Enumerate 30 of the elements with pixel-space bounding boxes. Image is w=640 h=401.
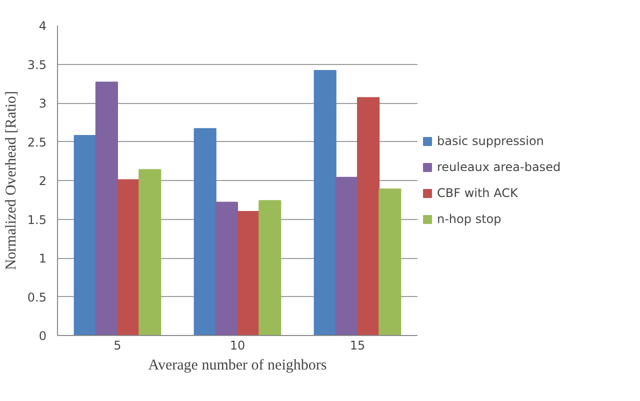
bar xyxy=(117,179,140,336)
y-tick-label: 2 xyxy=(38,174,47,188)
x-tick-label: 15 xyxy=(350,338,366,352)
y-tick-label: 4 xyxy=(38,19,47,33)
legend-label: basic suppression xyxy=(437,134,544,148)
legend-label: n-hop stop xyxy=(437,212,502,226)
bar xyxy=(237,211,260,336)
bar xyxy=(74,135,96,336)
bar xyxy=(258,200,282,336)
x-axis-title: Average number of neighbors xyxy=(148,358,327,374)
bar xyxy=(215,202,238,336)
x-tick-label: 5 xyxy=(114,338,122,352)
y-tick-label: 1 xyxy=(38,252,47,266)
bar xyxy=(357,97,380,336)
y-tick-label: 1.5 xyxy=(27,212,47,227)
bar xyxy=(194,128,216,336)
bar xyxy=(314,70,336,336)
legend-label: reuleaux area-based xyxy=(437,160,561,174)
bar xyxy=(138,169,162,336)
bar xyxy=(335,176,358,336)
y-axis-title: Normalized Overhead [Ratio] xyxy=(3,90,20,270)
x-tick-label: 10 xyxy=(230,338,246,352)
y-tick-label: 3.5 xyxy=(27,58,47,72)
bar xyxy=(378,188,402,336)
y-tick-label: 0.5 xyxy=(27,290,47,304)
y-tick-label: 3 xyxy=(38,96,47,110)
legend-label: CBF with ACK xyxy=(437,186,518,200)
y-tick-label: 0 xyxy=(38,329,47,343)
y-tick-label: 2.5 xyxy=(27,135,47,150)
bar xyxy=(95,82,118,336)
